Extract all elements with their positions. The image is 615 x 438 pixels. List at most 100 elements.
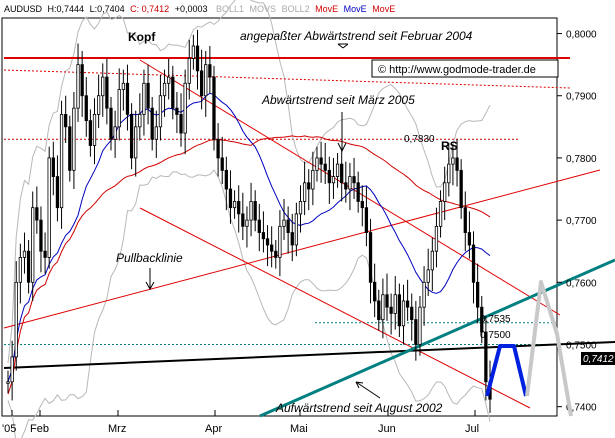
- candle-body: [47, 157, 51, 258]
- candle-body: [426, 269, 430, 283]
- candle-body: [249, 201, 253, 221]
- candle-body: [101, 76, 105, 97]
- candle-body: [138, 113, 142, 128]
- candle-body: [129, 113, 134, 159]
- candle-body: [199, 70, 204, 97]
- candle-body: [282, 219, 286, 227]
- candle-body: [171, 76, 175, 109]
- header-symbol: AUDUSD: [4, 4, 43, 14]
- x-tick-label: Jul: [465, 423, 479, 435]
- candle-body: [451, 157, 455, 165]
- last-price-tag: [581, 352, 615, 365]
- candle-body: [121, 82, 125, 90]
- header-low: L:0,7404: [90, 4, 125, 14]
- candle-body: [183, 82, 187, 134]
- candle-body: [39, 219, 43, 252]
- header-move-red: MovE: [315, 4, 338, 14]
- candle-body: [228, 188, 233, 209]
- candle-body: [393, 294, 397, 314]
- candle-body: [278, 225, 282, 258]
- candle-body: [18, 257, 22, 283]
- candle-body: [187, 58, 191, 84]
- projection-blue: [485, 344, 528, 397]
- candle-body: [405, 300, 410, 308]
- candle-body: [418, 306, 422, 345]
- candle-body: [179, 113, 183, 134]
- candle-body: [434, 225, 439, 252]
- moving-averages: [7, 92, 491, 395]
- candle-body: [311, 169, 315, 190]
- copyright-text: © http://www.godmode-trader.de: [378, 64, 536, 76]
- candle-body: [484, 331, 488, 383]
- level-label-7535: 0,7535: [480, 314, 511, 325]
- candle-body: [455, 157, 459, 171]
- candle-body: [59, 113, 64, 209]
- candle-body: [146, 82, 150, 109]
- candle-body: [467, 232, 472, 246]
- candle-body: [331, 176, 336, 184]
- header-high: H:0,7444: [48, 4, 85, 14]
- ma-red: [7, 135, 491, 395]
- candle-body: [68, 126, 72, 171]
- candle-body: [154, 126, 158, 140]
- annotation-kopf: Kopf: [128, 30, 156, 44]
- candle-body: [117, 89, 121, 128]
- level-label-7500: 0,7500: [480, 330, 511, 341]
- x-tick-label: Apr: [205, 423, 222, 435]
- candle-body: [410, 306, 414, 321]
- candle-body: [204, 64, 208, 97]
- last-price-label: 0,7412: [583, 354, 614, 365]
- candle-body: [253, 201, 257, 221]
- header-close: C: 0,7412: [130, 4, 169, 14]
- bollinger-lower: [7, 169, 491, 438]
- candle-body: [64, 113, 68, 128]
- candle-body: [142, 82, 146, 115]
- y-tick-label: 0,7700: [566, 216, 597, 227]
- candle-body: [257, 219, 261, 233]
- candle-body: [51, 157, 55, 177]
- arrow-maerz2005: [337, 112, 347, 153]
- candle-body: [274, 250, 278, 258]
- candle-body: [360, 201, 364, 209]
- candle-body: [22, 250, 27, 258]
- downtrend-maerz2005-lower: [139, 207, 531, 409]
- candle-body: [480, 306, 484, 333]
- candle-body: [319, 157, 323, 165]
- uptrend-aug2002: [259, 258, 615, 418]
- x-tick-labels: '05 Feb Mrz Apr Mai Jun Jul: [2, 410, 479, 435]
- candle-body: [364, 207, 369, 233]
- candle-body: [323, 163, 327, 171]
- candle-body: [315, 157, 319, 171]
- candle-body: [335, 163, 340, 177]
- candle-body: [191, 45, 196, 59]
- bollinger-bands: [7, 0, 491, 438]
- arrow-feb2004: [337, 43, 349, 49]
- candle-body: [373, 281, 377, 302]
- candle-body: [447, 163, 451, 184]
- ma-blue: [7, 92, 491, 382]
- x-tick-label: Jun: [378, 423, 396, 435]
- y-tick-label: 0,7600: [566, 278, 597, 289]
- candle-body: [245, 219, 249, 227]
- candle-body: [31, 207, 35, 283]
- header-change: +0,0003: [175, 4, 208, 14]
- candle-body: [294, 213, 299, 246]
- candle-body: [35, 207, 39, 221]
- header-move-blue: MovE: [344, 4, 367, 14]
- candle-body: [307, 182, 311, 190]
- candle-body: [340, 163, 344, 184]
- projection-gray: [525, 280, 573, 417]
- candle-body: [377, 300, 381, 321]
- annotation-aufwaerts: Aufwärtstrend seit August 2002: [275, 401, 443, 415]
- candle-body: [10, 356, 14, 383]
- candle-body: [92, 113, 97, 146]
- candle-body: [348, 176, 352, 190]
- annotation-trend-feb2004: angepaßter Abwärtstrend seit Februar 200…: [240, 29, 473, 43]
- candle-body: [381, 294, 385, 321]
- candle-body: [158, 95, 163, 128]
- y-tick-label: 0,7500: [566, 340, 597, 351]
- candle-body: [414, 319, 418, 345]
- candle-body: [286, 219, 290, 233]
- candle-body: [96, 95, 101, 115]
- candle-body: [389, 306, 393, 314]
